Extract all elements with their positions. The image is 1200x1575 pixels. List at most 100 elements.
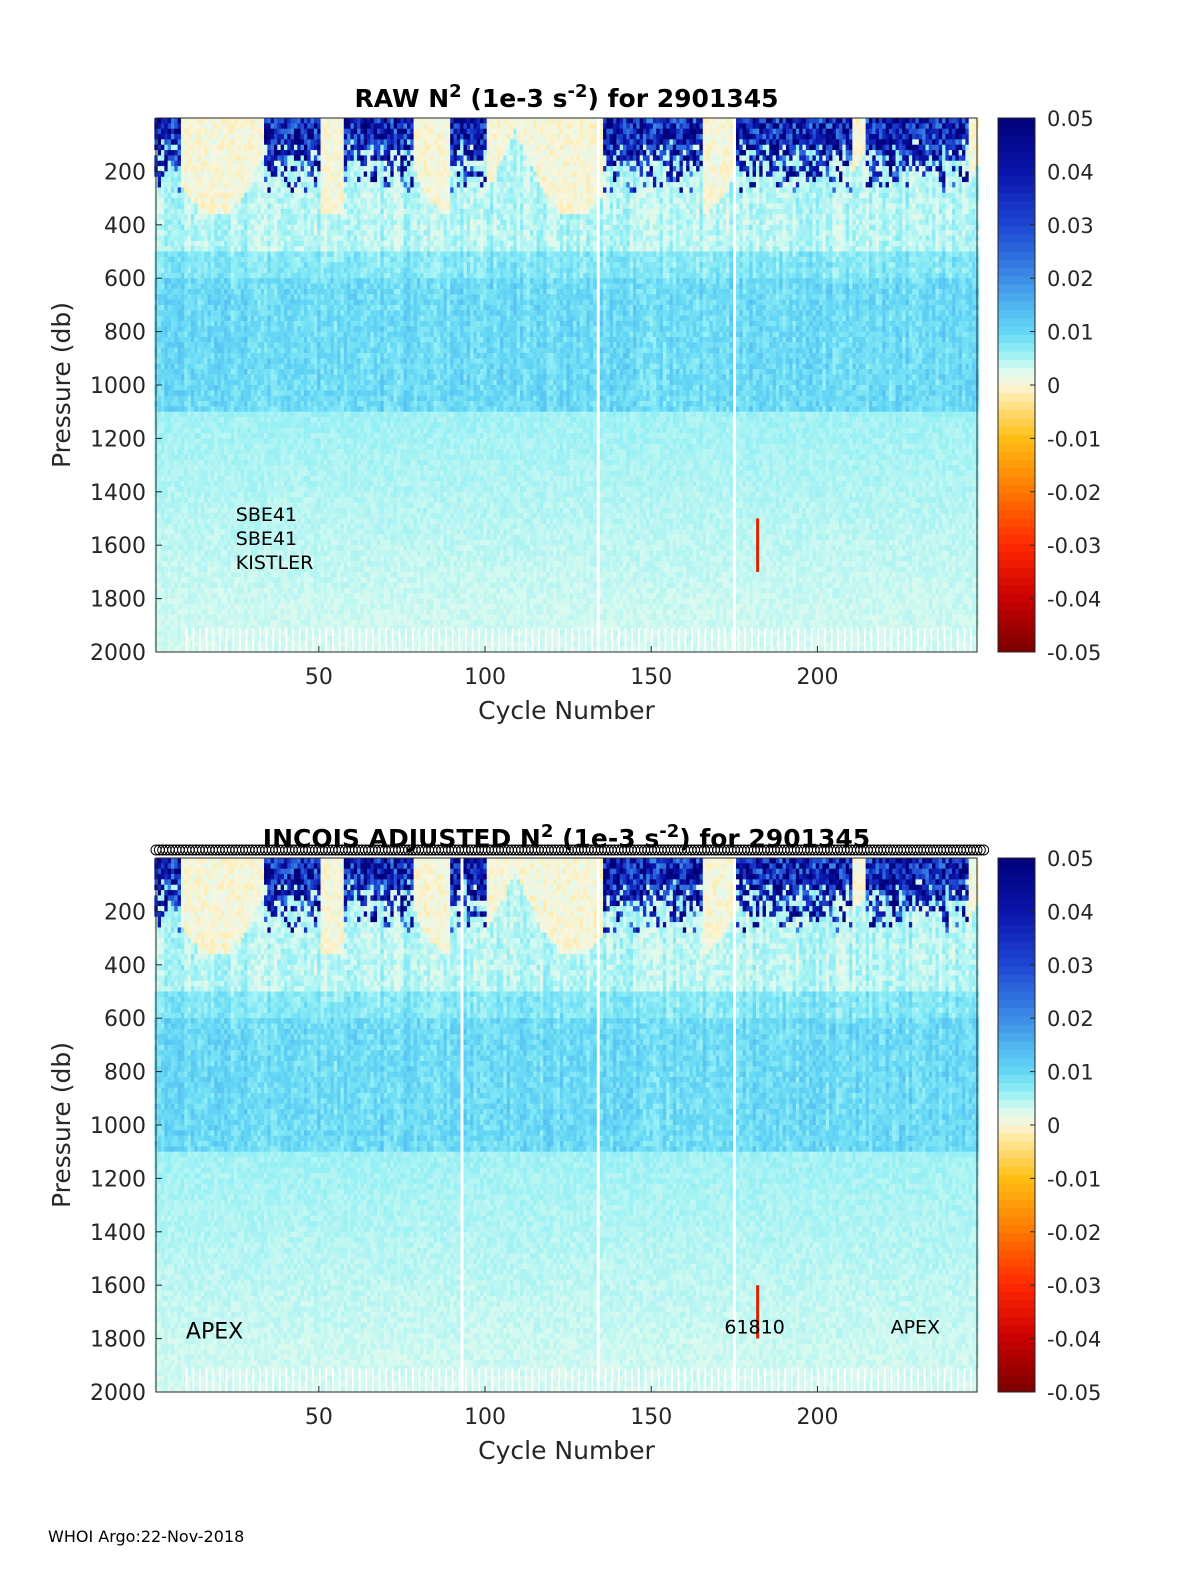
heatmap-cell xyxy=(257,492,261,498)
heatmap-cell xyxy=(274,374,278,380)
heatmap-cell xyxy=(317,588,321,594)
heatmap-cell xyxy=(237,406,241,412)
heatmap-cell xyxy=(174,615,178,621)
heatmap-cell xyxy=(204,438,208,444)
heatmap-cell xyxy=(247,118,251,124)
heatmap-cell xyxy=(271,310,275,316)
heatmap-cell xyxy=(161,577,165,583)
heatmap-cell xyxy=(277,225,281,231)
heatmap-cell xyxy=(211,567,215,573)
heatmap-cell xyxy=(314,316,318,322)
heatmap-cell xyxy=(194,166,198,172)
heatmap-cell xyxy=(214,433,218,439)
heatmap-cell xyxy=(241,438,245,444)
heatmap-cell xyxy=(198,577,202,583)
heatmap-cell xyxy=(314,444,318,450)
heatmap-cell xyxy=(267,118,271,124)
heatmap-cell xyxy=(208,551,212,557)
heatmap-cell xyxy=(168,380,172,386)
heatmap-cell xyxy=(231,273,235,279)
heatmap-cell xyxy=(227,572,231,578)
heatmap-cell xyxy=(281,486,285,492)
heatmap-cell xyxy=(241,177,245,183)
heatmap-cell xyxy=(294,353,298,359)
heatmap-cell xyxy=(317,519,321,525)
heatmap-cell xyxy=(317,497,321,503)
heatmap-cell xyxy=(161,123,165,129)
heatmap-cell xyxy=(297,246,301,252)
heatmap-cell xyxy=(188,348,192,354)
heatmap-cell xyxy=(264,129,268,135)
heatmap-cell xyxy=(214,561,218,567)
heatmap-cell xyxy=(174,396,178,402)
heatmap-cell xyxy=(297,390,301,396)
heatmap-cell xyxy=(201,412,205,418)
heatmap-cell xyxy=(181,289,185,295)
heatmap-cell xyxy=(281,246,285,252)
heatmap-cell xyxy=(254,145,258,151)
heatmap-cell xyxy=(211,214,215,220)
heatmap-cell xyxy=(231,161,235,167)
heatmap-cell xyxy=(181,321,185,327)
heatmap-cell xyxy=(191,465,195,471)
heatmap-cell xyxy=(297,508,301,514)
heatmap-cell xyxy=(181,513,185,519)
heatmap-cell xyxy=(211,134,215,140)
heatmap-cell xyxy=(311,583,315,589)
heatmap-cell xyxy=(247,268,251,274)
heatmap-cell xyxy=(271,193,275,199)
heatmap-cell xyxy=(214,225,218,231)
heatmap-cell xyxy=(297,193,301,199)
heatmap-cell xyxy=(267,252,271,258)
heatmap-cell xyxy=(257,219,261,225)
heatmap-cell xyxy=(201,145,205,151)
heatmap-cell xyxy=(227,604,231,610)
heatmap-cell xyxy=(227,454,231,460)
heatmap-cell xyxy=(277,422,281,428)
heatmap-cell xyxy=(188,300,192,306)
heatmap-cell xyxy=(284,353,288,359)
heatmap-cell xyxy=(214,257,218,263)
heatmap-cell xyxy=(168,412,172,418)
heatmap-cell xyxy=(241,604,245,610)
heatmap-cell xyxy=(211,219,215,225)
heatmap-cell xyxy=(194,235,198,241)
heatmap-cell xyxy=(161,134,165,140)
heatmap-cell xyxy=(211,294,215,300)
heatmap-cell xyxy=(214,513,218,519)
heatmap-cell xyxy=(261,620,265,626)
heatmap-cell xyxy=(168,273,172,279)
heatmap-cell xyxy=(204,572,208,578)
heatmap-cell xyxy=(261,492,265,498)
heatmap-cell xyxy=(277,139,281,145)
heatmap-cell xyxy=(198,428,202,434)
heatmap-cell xyxy=(214,364,218,370)
heatmap-cell xyxy=(194,326,198,332)
heatmap-cell xyxy=(181,561,185,567)
heatmap-cell xyxy=(247,139,251,145)
heatmap-cell xyxy=(257,214,261,220)
heatmap-cell xyxy=(184,529,188,535)
heatmap-cell xyxy=(158,583,162,589)
heatmap-cell xyxy=(274,615,278,621)
heatmap-cell xyxy=(221,246,225,252)
heatmap-cell xyxy=(198,235,202,241)
heatmap-cell xyxy=(234,454,238,460)
heatmap-cell xyxy=(181,476,185,482)
heatmap-cell xyxy=(311,524,315,530)
heatmap-cell xyxy=(217,412,221,418)
heatmap-cell xyxy=(311,348,315,354)
heatmap-cell xyxy=(311,380,315,386)
heatmap-cell xyxy=(264,348,268,354)
heatmap-cell xyxy=(164,316,168,322)
heatmap-cell xyxy=(297,412,301,418)
heatmap-cell xyxy=(247,588,251,594)
heatmap-cell xyxy=(227,561,231,567)
heatmap-cell xyxy=(271,593,275,599)
heatmap-cell xyxy=(224,385,228,391)
heatmap-cell xyxy=(191,273,195,279)
heatmap-cell xyxy=(184,219,188,225)
heatmap-cell xyxy=(314,187,318,193)
heatmap-cell xyxy=(174,225,178,231)
heatmap-cell xyxy=(221,465,225,471)
